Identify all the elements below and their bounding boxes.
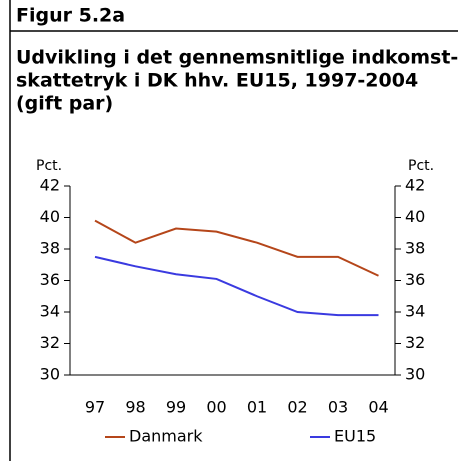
- figure-label: Figur 5.2a: [16, 5, 125, 27]
- y-tick-label: 30: [40, 365, 60, 384]
- y2-tick-label: 30: [405, 365, 425, 384]
- x-tick-label: 01: [247, 398, 267, 417]
- y2-tick-label: 34: [405, 302, 425, 321]
- chart-title: Udvikling i det gennemsnitlige indkomst-: [16, 47, 458, 69]
- y-tick-label: 38: [40, 239, 60, 258]
- legend-label: EU15: [334, 427, 376, 446]
- y2-tick-label: 32: [405, 333, 425, 352]
- y2-axis-label: Pct.: [408, 158, 434, 174]
- chart-title: skattetryk i DK hhv. EU15, 1997-2004: [16, 70, 418, 92]
- y-tick-label: 34: [40, 302, 60, 321]
- legend-label: Danmark: [129, 427, 203, 446]
- x-tick-label: 02: [287, 398, 307, 417]
- x-tick-label: 03: [328, 398, 348, 417]
- x-tick-label: 99: [166, 398, 186, 417]
- series-line: [94, 219, 379, 277]
- x-tick-label: 04: [368, 398, 388, 417]
- series-line: [94, 255, 379, 317]
- y2-tick-label: 36: [405, 270, 425, 289]
- y2-tick-label: 38: [405, 239, 425, 258]
- y-tick-label: 42: [40, 176, 60, 195]
- chart-title: (gift par): [16, 93, 113, 115]
- x-tick-label: 97: [85, 398, 105, 417]
- x-tick-label: 00: [206, 398, 226, 417]
- x-tick-label: 98: [125, 398, 145, 417]
- y-tick-label: 36: [40, 270, 60, 289]
- y-axis-label: Pct.: [36, 158, 62, 174]
- y2-tick-label: 40: [405, 207, 425, 226]
- y-tick-label: 32: [40, 333, 60, 352]
- y2-tick-label: 42: [405, 176, 425, 195]
- y-tick-label: 40: [40, 207, 60, 226]
